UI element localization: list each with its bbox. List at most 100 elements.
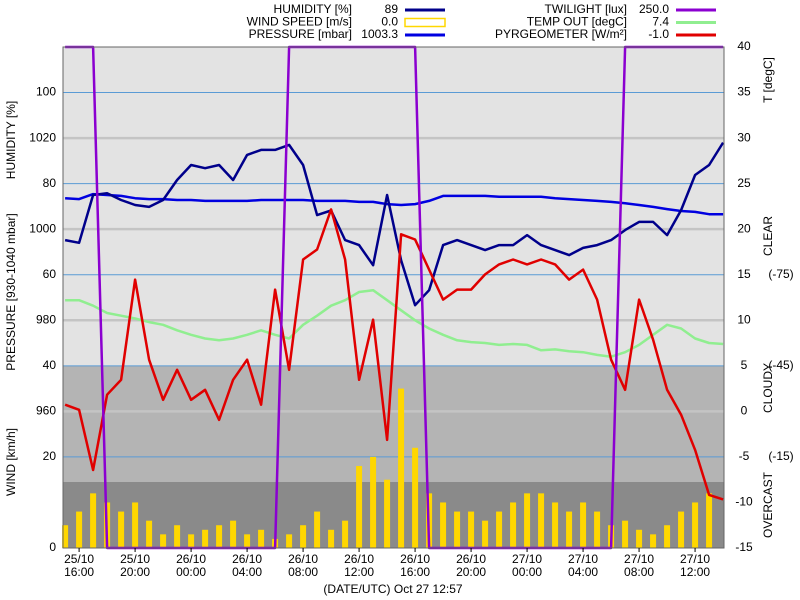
- legend-label: PYRGEOMETER [W/m²]: [495, 27, 627, 41]
- legend-label: PRESSURE [mbar]: [249, 27, 352, 41]
- wind-bar: [510, 502, 517, 548]
- y2-tick-label: 35: [737, 85, 751, 99]
- x-tick-label: 12:00: [680, 565, 710, 579]
- y2-tick-label: 10: [737, 312, 751, 326]
- x-tick-label: 25/10: [120, 552, 150, 566]
- legend-value: 1003.3: [361, 27, 398, 41]
- wind-bar: [440, 502, 447, 548]
- wind-bar: [566, 511, 573, 548]
- marks: [62, 45, 725, 550]
- y2-tick-label: 5: [741, 358, 748, 372]
- wind-bar: [538, 493, 545, 548]
- y3-axis-title: PRESSURE [930-1040 mbar]: [4, 213, 18, 370]
- plot-frame: [62, 46, 725, 549]
- wind-bar: [692, 502, 699, 548]
- wind-bar: [398, 388, 405, 548]
- wind-bar: [328, 529, 335, 548]
- wind-bar: [216, 525, 223, 548]
- y3-tick-label: 1000: [29, 221, 56, 235]
- series-line: [65, 192, 724, 216]
- x-tick-label: 26/10: [344, 552, 374, 566]
- legend-label: WIND SPEED [m/s]: [247, 15, 352, 29]
- y2-tick-label: 30: [737, 130, 751, 144]
- wind-bar: [622, 520, 629, 548]
- x-tick-label: 27/10: [512, 552, 542, 566]
- wind-bar: [552, 502, 559, 548]
- y2-tick-label: 40: [737, 39, 751, 53]
- wind-bar: [580, 502, 587, 548]
- wind-bar: [482, 520, 489, 548]
- wind-bar: [524, 493, 531, 548]
- legend-label: HUMIDITY [%]: [274, 2, 352, 16]
- y2-tick-label: -15: [735, 540, 753, 554]
- x-tick-label: 08:00: [288, 565, 318, 579]
- wind-bar: [342, 520, 349, 548]
- y-axis-title: HUMIDITY [%]: [4, 101, 18, 179]
- wind-bar: [636, 529, 643, 548]
- y2-tick-label: 15: [737, 267, 751, 281]
- y2-tick-label: 25: [737, 176, 751, 190]
- legend-value: 250.0: [639, 2, 669, 16]
- x-tick-label: 12:00: [344, 565, 374, 579]
- wind-bar: [496, 511, 503, 548]
- wind-bar: [594, 511, 601, 548]
- legend-value: 7.4: [652, 15, 669, 29]
- clear-band: [63, 47, 724, 366]
- wind-bar: [650, 534, 657, 548]
- y2-axis-title: T [degC]: [761, 57, 775, 103]
- y2-tick-label: -5: [739, 449, 750, 463]
- wind-bar: [468, 511, 475, 548]
- legend-label: TEMP OUT [degC]: [527, 15, 627, 29]
- legend-label: TWILIGHT [lux]: [545, 2, 627, 16]
- legend-value: 89: [385, 2, 399, 16]
- wind-bar: [300, 525, 307, 548]
- legend: HUMIDITY [%] 89 WIND SPEED [m/s] 0.0 PRESSUR…: [247, 2, 716, 41]
- y4-tick-label: 20: [43, 449, 57, 463]
- x-tick-label: 04:00: [232, 565, 262, 579]
- y3-tick-label: 980: [36, 312, 56, 326]
- y4-tick-label: 0: [49, 540, 56, 554]
- y-tick-label: 100: [36, 85, 56, 99]
- y4-tick-label: 40: [43, 358, 57, 372]
- wind-bar: [160, 534, 167, 548]
- y2-tick-label: -10: [735, 495, 753, 509]
- legend-value: -1.0: [648, 27, 669, 41]
- x-tick-label: 20:00: [456, 565, 486, 579]
- wind-bar: [356, 466, 363, 548]
- wind-bar: [188, 534, 195, 548]
- y6-tick-label: (-75): [768, 267, 793, 281]
- y-tick-label: 80: [43, 176, 57, 190]
- y6-tick-label: (-45): [768, 358, 793, 372]
- x-tick-label: 08:00: [624, 565, 654, 579]
- x-tick-label: 04:00: [568, 565, 598, 579]
- x-tick-label: 00:00: [512, 565, 542, 579]
- x-axis-title: (DATE/UTC) Oct 27 12:57: [323, 582, 462, 596]
- x-tick-label: 27/10: [568, 552, 598, 566]
- annotation: CLOUDY: [761, 363, 775, 413]
- series-line: [64, 208, 724, 501]
- wind-bar: [132, 502, 139, 548]
- x-tick-label: 16:00: [400, 565, 430, 579]
- x-tick-label: 27/10: [624, 552, 654, 566]
- y-tick-label: 60: [43, 267, 57, 281]
- x-tick-label: 26/10: [288, 552, 318, 566]
- series-line: [64, 141, 725, 307]
- x-tick-label: 26/10: [456, 552, 486, 566]
- x-tick-label: 26/10: [232, 552, 262, 566]
- y3-tick-label: 1020: [29, 130, 56, 144]
- y2-tick-label: 20: [737, 221, 751, 235]
- wind-bar: [370, 456, 377, 548]
- y2-tick-label: 0: [741, 404, 748, 418]
- wind-bar: [90, 493, 97, 548]
- y6-tick-label: (-15): [768, 449, 793, 463]
- wind-bar: [76, 511, 83, 548]
- wind-bar: [384, 479, 391, 548]
- wind-bar: [412, 447, 419, 548]
- wind-bar: [286, 534, 293, 548]
- x-tick-label: 26/10: [176, 552, 206, 566]
- wind-bar: [706, 493, 713, 548]
- wind-bar: [174, 525, 181, 548]
- wind-bar: [146, 520, 153, 548]
- series-line: [65, 288, 724, 358]
